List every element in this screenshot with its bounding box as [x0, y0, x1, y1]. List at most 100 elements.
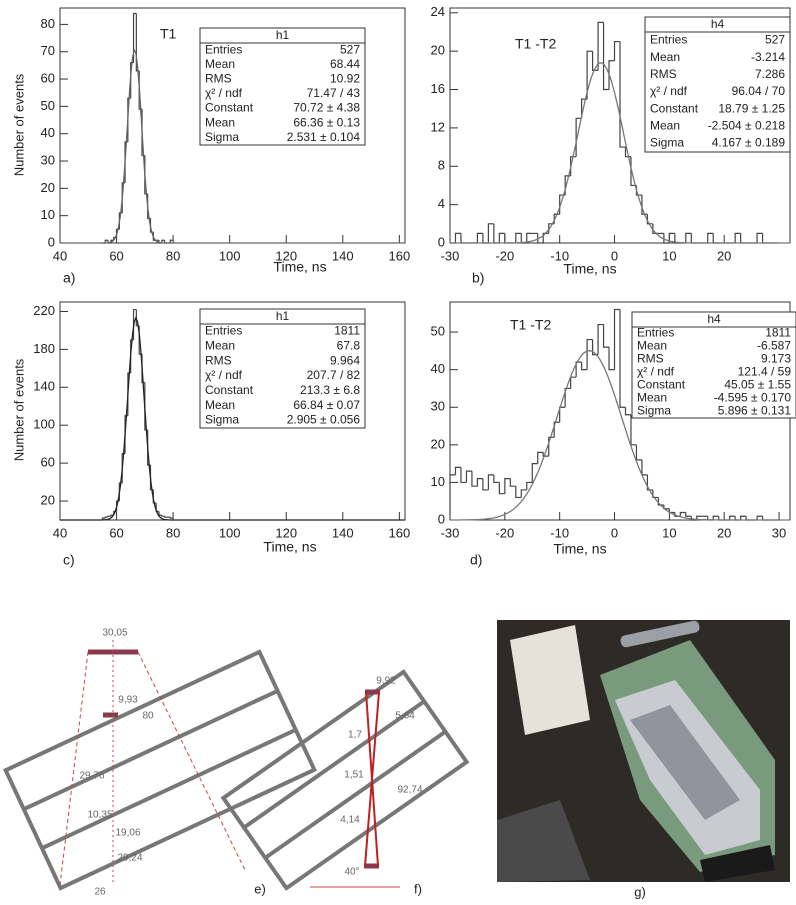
histogram-bin — [657, 497, 664, 506]
histogram-bin — [707, 232, 714, 243]
panel-label: a) — [63, 270, 75, 286]
stack-outline — [220, 669, 470, 891]
stats-value: -4.595 ± 0.170 — [714, 391, 792, 405]
fit-curve — [450, 350, 790, 521]
scintillator-stack — [2, 649, 318, 891]
stats-title: h1 — [276, 28, 290, 42]
strip-divider — [264, 730, 447, 860]
equipment — [497, 800, 590, 882]
stats-title: h4 — [711, 17, 725, 31]
photo-g: g) — [497, 620, 790, 899]
stats-label: Constant — [637, 378, 686, 392]
histogram-bin — [531, 463, 538, 483]
x-tick-label: -20 — [495, 525, 514, 540]
y-axis-label: Number of events — [11, 73, 26, 176]
dimension-label: 9,93 — [118, 695, 138, 706]
stats-value: 66.84 ± 0.07 — [293, 398, 360, 412]
histogram-bin — [635, 444, 642, 461]
histogram-bin — [498, 232, 505, 243]
histogram-bin — [537, 233, 544, 244]
histogram-bin — [471, 471, 478, 487]
x-tick-label: -20 — [495, 248, 514, 263]
histogram-bin — [542, 232, 549, 243]
x-axis-label: Time, ns — [563, 261, 616, 277]
x-tick-label: 100 — [219, 525, 241, 540]
panel-label: g) — [634, 884, 646, 899]
histogram-bin — [449, 474, 456, 520]
stats-title: h1 — [276, 309, 290, 323]
y-tick-label: 30 — [431, 399, 445, 414]
histogram-bin — [630, 414, 637, 446]
stats-value: 9.964 — [330, 353, 360, 367]
x-tick-label: 80 — [166, 525, 180, 540]
annotation: T1 -T2 — [515, 36, 556, 52]
histogram-bin — [504, 478, 511, 494]
histogram-bin — [158, 511, 162, 516]
y-tick-label: 80 — [41, 16, 55, 31]
x-tick-label: 30 — [772, 525, 786, 540]
y-tick-label: 4 — [438, 196, 445, 211]
x-tick-label: -10 — [550, 525, 569, 540]
histogram-bin — [132, 12, 137, 63]
histogram-bin — [646, 214, 653, 225]
stats-label: Entries — [637, 326, 674, 340]
y-tick-label: 12 — [431, 119, 445, 134]
histogram-bin — [454, 232, 461, 243]
histogram-bin — [581, 362, 588, 371]
x-tick-label: 160 — [388, 248, 410, 263]
stats-box — [199, 308, 366, 429]
stats-label: Entries — [650, 33, 687, 47]
histogram-bin — [591, 51, 599, 71]
y-tick-label: 50 — [41, 98, 55, 113]
dimension-label: 92,74 — [397, 785, 422, 796]
stats-label: RMS — [205, 353, 232, 367]
dimension-label: 40° — [344, 867, 359, 878]
histogram-bin — [619, 309, 626, 408]
y-tick-label: 8 — [438, 158, 445, 173]
dimension-label: 10,35 — [87, 810, 112, 821]
pmt — [620, 620, 700, 648]
x-tick-label: 20 — [717, 248, 731, 263]
stats-value: 4.167 ± 0.189 — [712, 136, 786, 150]
y-tick-label: 70 — [41, 43, 55, 58]
histogram-bin — [668, 232, 675, 243]
histogram-bin — [597, 323, 604, 355]
histogram-bin — [652, 489, 659, 499]
histogram-bin — [482, 478, 489, 491]
histogram-bin — [575, 361, 582, 378]
histogram-bin — [761, 233, 769, 244]
dimension-label: 4,14 — [340, 815, 360, 826]
x-tick-label: 40 — [53, 248, 67, 263]
histogram-bin — [712, 515, 719, 520]
stats-box — [644, 16, 791, 153]
histogram-bin — [454, 466, 461, 475]
annotation: T1 -T2 — [510, 317, 551, 333]
histogram-bin — [553, 421, 560, 438]
stats-value: 7.286 — [755, 67, 785, 81]
stats-label: χ² / ndf — [650, 84, 688, 98]
strip-divider — [242, 699, 426, 830]
histogram-bin — [107, 515, 111, 518]
histogram-bin — [104, 239, 109, 243]
y-tick-label: 220 — [33, 303, 55, 318]
cardboard — [510, 625, 590, 735]
stats-value: 527 — [765, 33, 785, 47]
histogram-panel: 0 4 8 12 16 20 24 -30 -20 -10 0 10 20 T1 -T2 h4 Entries… — [431, 4, 791, 286]
x-tick-label: 140 — [332, 525, 354, 540]
histogram-bin — [482, 233, 489, 244]
histogram-bin — [663, 233, 670, 244]
histogram-bin — [619, 41, 626, 148]
y-tick-label: 0 — [48, 234, 55, 249]
diagram-e: 30,05 9,93 80 29,76 10,35 19,06 29,24 26… — [2, 628, 318, 898]
histogram-bin — [493, 474, 500, 484]
histogram-bin — [559, 406, 566, 423]
stats-value: 96.04 / 70 — [732, 84, 786, 98]
stats-value: 67.8 — [337, 338, 361, 352]
histogram-bin — [756, 515, 763, 520]
stats-title: h4 — [707, 312, 721, 326]
stats-label: Mean — [650, 50, 680, 64]
y-axis-label: Number of events — [11, 358, 26, 461]
histogram-panel: 2060100140180220406080100120140160T1h1En… — [11, 301, 410, 568]
y-tick-label: 20 — [41, 180, 55, 195]
stats-label: Sigma — [637, 404, 671, 418]
